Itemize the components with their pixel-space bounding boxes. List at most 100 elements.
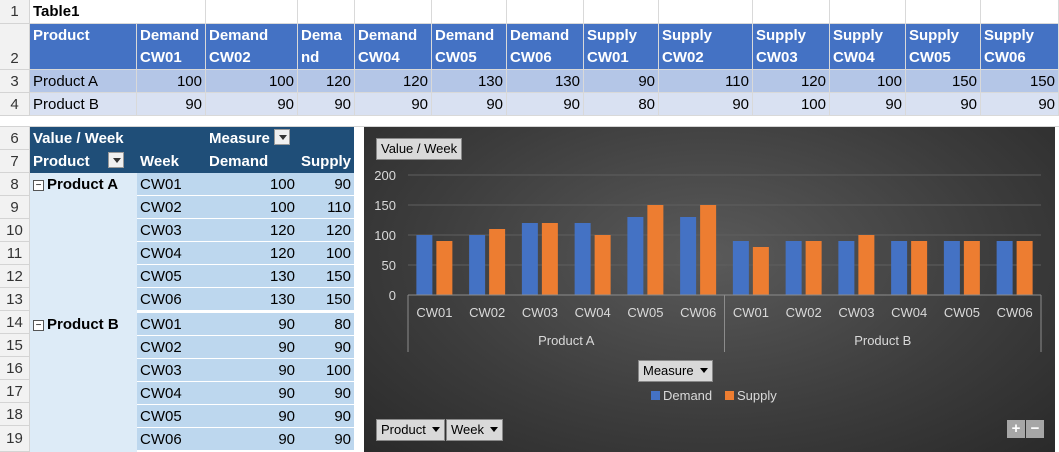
empty-cell[interactable] xyxy=(432,0,507,24)
bar-demand[interactable] xyxy=(574,223,591,295)
bar-demand[interactable] xyxy=(785,241,802,295)
row-number[interactable]: 3 xyxy=(0,70,30,93)
pivot-week-cell[interactable]: CW03 xyxy=(137,359,206,382)
row-number[interactable]: 11 xyxy=(0,242,30,265)
pivot-week-cell[interactable]: CW06 xyxy=(137,288,206,311)
empty-cell[interactable] xyxy=(584,0,659,24)
row-number[interactable]: 13 xyxy=(0,288,30,311)
empty-cell[interactable] xyxy=(507,0,584,24)
bar-supply[interactable] xyxy=(963,241,980,295)
table-cell[interactable]: 100 xyxy=(206,70,298,93)
table-cell[interactable]: 100 xyxy=(137,70,206,93)
pivot-demand-cell[interactable]: 130 xyxy=(206,288,298,311)
table-cell[interactable]: 90 xyxy=(981,93,1059,116)
pivot-supply-cell[interactable]: 110 xyxy=(298,196,354,219)
row-number[interactable]: 17 xyxy=(0,380,30,403)
pivot-week-cell[interactable]: CW02 xyxy=(137,196,206,219)
table-cell[interactable]: 90 xyxy=(830,93,906,116)
pivot-week-cell[interactable]: CW05 xyxy=(137,265,206,288)
bar-supply[interactable] xyxy=(541,223,558,295)
table-cell[interactable]: 120 xyxy=(753,70,830,93)
pivot-supply-cell[interactable]: 80 xyxy=(298,313,354,336)
table-cell[interactable]: 150 xyxy=(981,70,1059,93)
bar-demand[interactable] xyxy=(680,217,697,295)
empty-cell[interactable] xyxy=(830,0,906,24)
bar-supply[interactable] xyxy=(594,235,611,295)
bar-supply[interactable] xyxy=(911,241,928,295)
pivot-week-cell[interactable]: CW03 xyxy=(137,219,206,242)
pivot-supply-cell[interactable]: 120 xyxy=(298,219,354,242)
table-cell[interactable]: 90 xyxy=(298,93,355,116)
table-header-cell[interactable]: Demand CW02 xyxy=(206,24,298,70)
bar-demand[interactable] xyxy=(416,235,433,295)
value-week-field-button[interactable]: Value / Week xyxy=(376,138,463,160)
table-header-cell[interactable]: Supply CW03 xyxy=(753,24,830,70)
pivot-group-cell[interactable]: − Product A xyxy=(30,173,137,313)
pivot-group-cell[interactable]: − Product B xyxy=(30,313,137,452)
bar-demand[interactable] xyxy=(469,235,486,295)
empty-cell[interactable] xyxy=(906,0,981,24)
table-cell[interactable]: 110 xyxy=(659,70,753,93)
collapse-icon[interactable]: − xyxy=(33,320,44,331)
empty-cell[interactable] xyxy=(298,0,355,24)
pivot-week-cell[interactable]: CW05 xyxy=(137,405,206,428)
pivot-supply-cell[interactable]: 100 xyxy=(298,242,354,265)
bar-supply[interactable] xyxy=(752,247,769,295)
pivot-supply-cell[interactable]: 150 xyxy=(298,265,354,288)
table-header-cell[interactable]: Demand CW04 xyxy=(355,24,432,70)
table-cell[interactable]: 90 xyxy=(137,93,206,116)
bar-supply[interactable] xyxy=(647,205,664,295)
pivot-supply-cell[interactable]: 90 xyxy=(298,405,354,428)
empty-cell[interactable] xyxy=(137,0,206,24)
pivot-week-cell[interactable]: CW01 xyxy=(137,313,206,336)
pivot-week-cell[interactable]: CW02 xyxy=(137,336,206,359)
row-number[interactable]: 4 xyxy=(0,93,30,116)
pivot-demand-cell[interactable]: 120 xyxy=(206,242,298,265)
bar-demand[interactable] xyxy=(943,241,960,295)
row-number[interactable]: 1 xyxy=(0,0,30,24)
product-filter-dropdown-icon[interactable] xyxy=(107,152,124,168)
bar-demand[interactable] xyxy=(891,241,908,295)
pivot-product-header[interactable]: Product xyxy=(30,150,137,173)
table-cell[interactable]: 90 xyxy=(355,93,432,116)
pivot-demand-cell[interactable]: 90 xyxy=(206,313,298,336)
empty-cell[interactable] xyxy=(659,0,753,24)
empty-cell[interactable] xyxy=(753,0,830,24)
empty-cell[interactable] xyxy=(206,0,298,24)
row-number[interactable]: 19 xyxy=(0,426,30,452)
row-number[interactable]: 12 xyxy=(0,265,30,288)
bar-supply[interactable] xyxy=(489,229,506,295)
collapse-icon[interactable]: − xyxy=(33,180,44,191)
zoom-out-button[interactable]: − xyxy=(1026,420,1044,438)
empty-cell[interactable] xyxy=(355,0,432,24)
row-number[interactable]: 15 xyxy=(0,334,30,357)
bar-supply[interactable] xyxy=(805,241,822,295)
table-cell[interactable]: 120 xyxy=(298,70,355,93)
row-number[interactable]: 14 xyxy=(0,311,30,334)
table-cell[interactable]: 100 xyxy=(753,93,830,116)
bar-demand[interactable] xyxy=(521,223,538,295)
table-header-cell[interactable]: Supply CW01 xyxy=(584,24,659,70)
pivot-demand-cell[interactable]: 90 xyxy=(206,405,298,428)
bar-demand[interactable] xyxy=(627,217,644,295)
week-field-button[interactable]: Week xyxy=(446,419,503,441)
table-header-cell[interactable]: Demand CW01 xyxy=(137,24,206,70)
pivot-demand-cell[interactable]: 90 xyxy=(206,336,298,359)
table-header-cell[interactable]: Supply CW04 xyxy=(830,24,906,70)
bar-supply[interactable] xyxy=(700,205,717,295)
table-header-cell[interactable]: Demand CW06 xyxy=(507,24,584,70)
pivot-supply-cell[interactable]: 90 xyxy=(298,382,354,405)
table-cell[interactable]: 90 xyxy=(507,93,584,116)
row-number[interactable]: 7 xyxy=(0,150,30,173)
table-cell[interactable]: 120 xyxy=(355,70,432,93)
row-number[interactable]: 8 xyxy=(0,173,30,196)
pivot-supply-cell[interactable]: 90 xyxy=(298,428,354,451)
measure-field-button[interactable]: Measure xyxy=(638,360,713,382)
table-cell[interactable]: 150 xyxy=(906,70,981,93)
row-number[interactable]: 2 xyxy=(0,24,30,70)
product-field-button[interactable]: Product xyxy=(376,419,445,441)
row-number[interactable]: 9 xyxy=(0,196,30,219)
table-cell[interactable]: Product B xyxy=(30,93,137,116)
table-header-cell[interactable]: Demand CW05 xyxy=(432,24,507,70)
bar-supply[interactable] xyxy=(1016,241,1033,295)
